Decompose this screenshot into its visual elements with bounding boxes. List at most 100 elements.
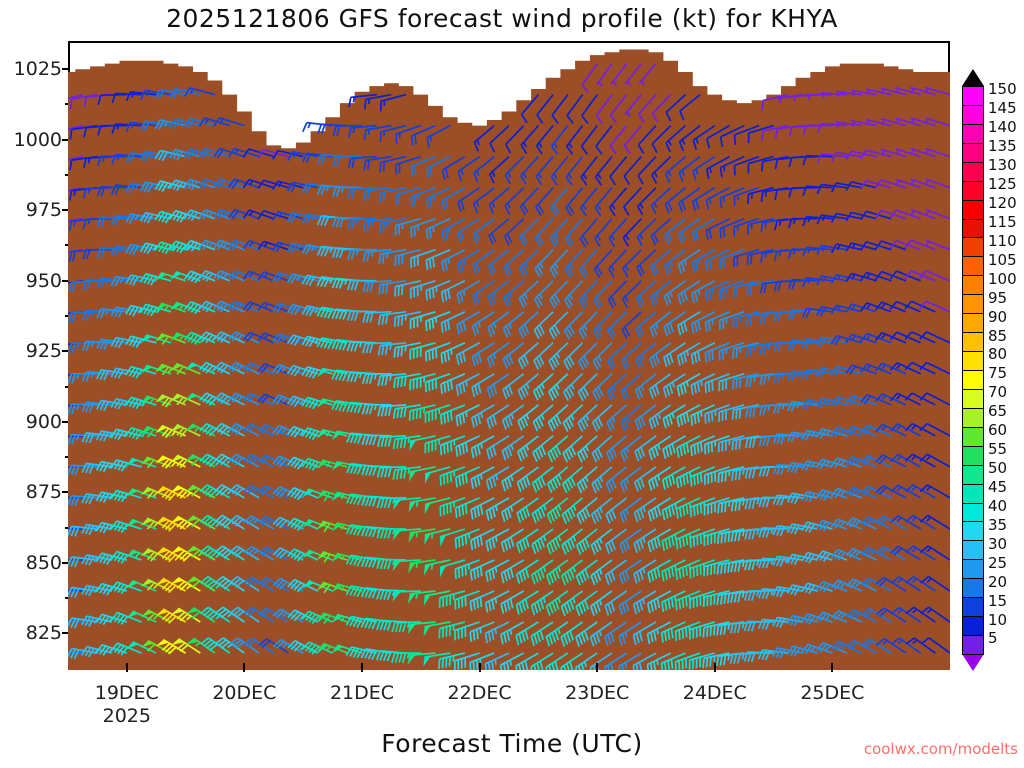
barb-shaft <box>441 248 466 263</box>
barb-full <box>648 419 654 430</box>
barb-half <box>572 597 576 604</box>
barb-full <box>71 281 76 292</box>
barb-full <box>275 579 285 588</box>
barb-full <box>506 630 511 641</box>
barb-shaft <box>132 579 157 592</box>
wind-barb <box>647 497 672 522</box>
barb-full <box>223 581 233 590</box>
barb-shaft <box>264 454 289 468</box>
barb-shaft <box>591 435 613 454</box>
barb-full <box>396 346 400 358</box>
wind-barb <box>579 218 598 248</box>
barb-full <box>384 406 389 417</box>
wind-barb <box>455 435 480 457</box>
barb-full <box>398 622 403 633</box>
barb-half <box>178 120 183 127</box>
barb-shaft <box>455 497 480 509</box>
barb-half <box>510 444 514 451</box>
barb-full <box>286 487 295 497</box>
barb-shaft <box>661 559 686 573</box>
barb-full <box>216 271 225 281</box>
barb-full <box>564 299 571 309</box>
barb-shaft <box>235 453 260 468</box>
barb-shaft <box>560 621 583 638</box>
barb-full <box>499 664 503 670</box>
barb-full <box>564 481 571 491</box>
barb-full <box>81 371 87 382</box>
barb-full <box>117 400 124 410</box>
barb-half <box>494 659 497 665</box>
barb-full <box>376 559 381 570</box>
barb-shaft <box>566 125 584 147</box>
barb-half <box>462 259 466 266</box>
barb-shaft <box>821 92 848 96</box>
wind-barb <box>806 93 833 101</box>
barb-full <box>125 274 132 285</box>
barb-pennant <box>317 429 328 439</box>
barb-half <box>626 416 630 423</box>
barb-pennant <box>140 579 154 587</box>
y-axis-tick <box>62 279 70 282</box>
wind-barb <box>532 404 554 432</box>
barb-shaft <box>677 280 701 296</box>
barb-full <box>539 599 545 610</box>
barb-half <box>476 139 481 146</box>
barb-full <box>194 274 202 284</box>
barb-shaft <box>534 249 554 270</box>
barb-full <box>176 212 184 222</box>
wind-barb <box>68 155 83 161</box>
barb-full <box>379 131 382 142</box>
barb-half <box>370 220 374 227</box>
barb-full <box>278 520 288 529</box>
barb-full <box>504 417 510 428</box>
barb-full <box>360 617 367 628</box>
barb-half <box>695 168 699 175</box>
barb-full <box>786 553 794 564</box>
wind-barb <box>566 94 584 125</box>
barb-full <box>220 549 230 558</box>
barb-full <box>304 367 312 377</box>
barb-full <box>738 408 742 419</box>
wind-barb <box>637 156 657 185</box>
barb-full <box>685 596 688 607</box>
barb-shaft <box>264 393 289 406</box>
barb-full <box>391 622 396 633</box>
barb-full <box>102 493 110 503</box>
barb-full <box>387 436 392 447</box>
barb-full <box>235 549 244 558</box>
barb-full <box>217 516 226 525</box>
wind-barb <box>651 155 672 184</box>
wind-barb <box>733 155 760 176</box>
barb-full <box>169 179 177 189</box>
barb-full <box>290 366 298 376</box>
barb-full <box>472 264 478 275</box>
barb-full <box>234 426 244 435</box>
wind-barb <box>591 404 613 432</box>
wind-barb <box>348 93 377 108</box>
barb-full <box>735 378 738 389</box>
barb-full <box>786 584 794 595</box>
barb-half <box>219 118 224 125</box>
barb-full <box>368 435 374 446</box>
barb-full <box>214 545 224 554</box>
barb-full <box>582 386 590 397</box>
barb-full <box>229 545 238 554</box>
barb-full <box>609 388 616 399</box>
barb-shaft <box>762 124 789 132</box>
barb-half <box>227 612 233 618</box>
barb-shaft <box>220 361 245 375</box>
barb-full <box>569 538 576 549</box>
barb-half <box>840 613 846 619</box>
barb-pennant <box>170 516 183 524</box>
barb-full <box>577 391 584 402</box>
barb-full <box>622 511 628 521</box>
barb-full <box>229 606 239 615</box>
barb-full <box>484 663 488 670</box>
barb-full <box>715 656 720 667</box>
barb-full <box>117 308 124 318</box>
barb-full <box>110 367 117 378</box>
barb-half <box>373 373 378 380</box>
barb-full <box>113 429 121 440</box>
barb-half <box>585 445 589 452</box>
barb-full <box>110 245 117 256</box>
